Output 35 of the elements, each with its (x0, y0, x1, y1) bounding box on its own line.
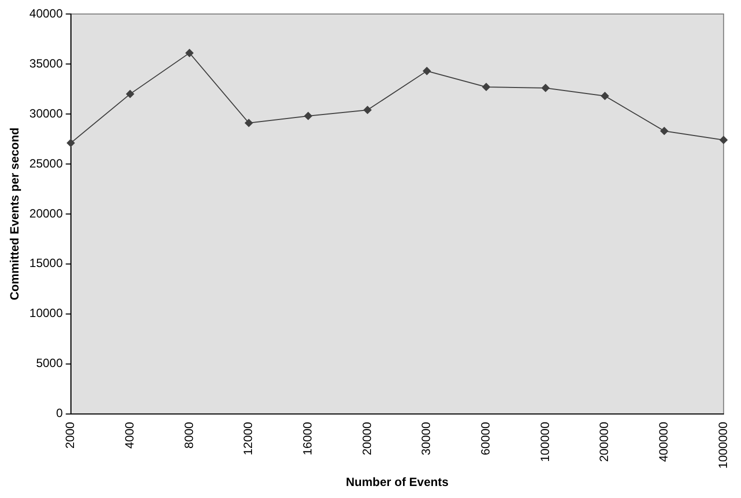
point (66, 138, 75, 147)
y-axis-title: Committed Events per second (8, 128, 22, 300)
x-tick-label: 16000 (300, 422, 314, 456)
y-tick-label: 10000 (29, 306, 64, 320)
x-tick-label: 200000 (597, 422, 612, 462)
point (600, 92, 609, 100)
point (660, 126, 668, 135)
x-tick-label: 100000 (538, 422, 552, 462)
y-tick-label: 40000 (29, 6, 64, 20)
y-tick-label: 25000 (29, 156, 64, 170)
y-tick-label: 30000 (29, 106, 64, 120)
point (126, 90, 134, 98)
x-tick-label: 8000 (182, 422, 196, 449)
x-tick-label: 30000 (419, 422, 434, 456)
point (304, 112, 312, 120)
x-tick-label: 12000 (241, 422, 256, 456)
y-tick-label: 20000 (29, 206, 64, 220)
point (244, 118, 253, 127)
point (720, 136, 728, 144)
point (364, 106, 372, 114)
point (542, 84, 550, 92)
x-tick-label: 4000 (122, 422, 136, 449)
point (422, 66, 431, 75)
x-tick-label: 60000 (478, 422, 493, 456)
x-tick-label: 400000 (656, 422, 671, 462)
point (185, 48, 194, 57)
x-tick-label: 1000000 (716, 422, 730, 469)
x-tick-label: 2000 (63, 422, 78, 449)
y-tick-label: 5000 (36, 356, 64, 370)
x-tick-label: 20000 (360, 422, 374, 456)
y-tick-label: 0 (56, 406, 64, 420)
x-axis-title: Number of Events (346, 475, 449, 490)
point (482, 82, 490, 91)
y-tick-label: 15000 (29, 256, 64, 270)
y-tick-label: 35000 (29, 56, 64, 70)
